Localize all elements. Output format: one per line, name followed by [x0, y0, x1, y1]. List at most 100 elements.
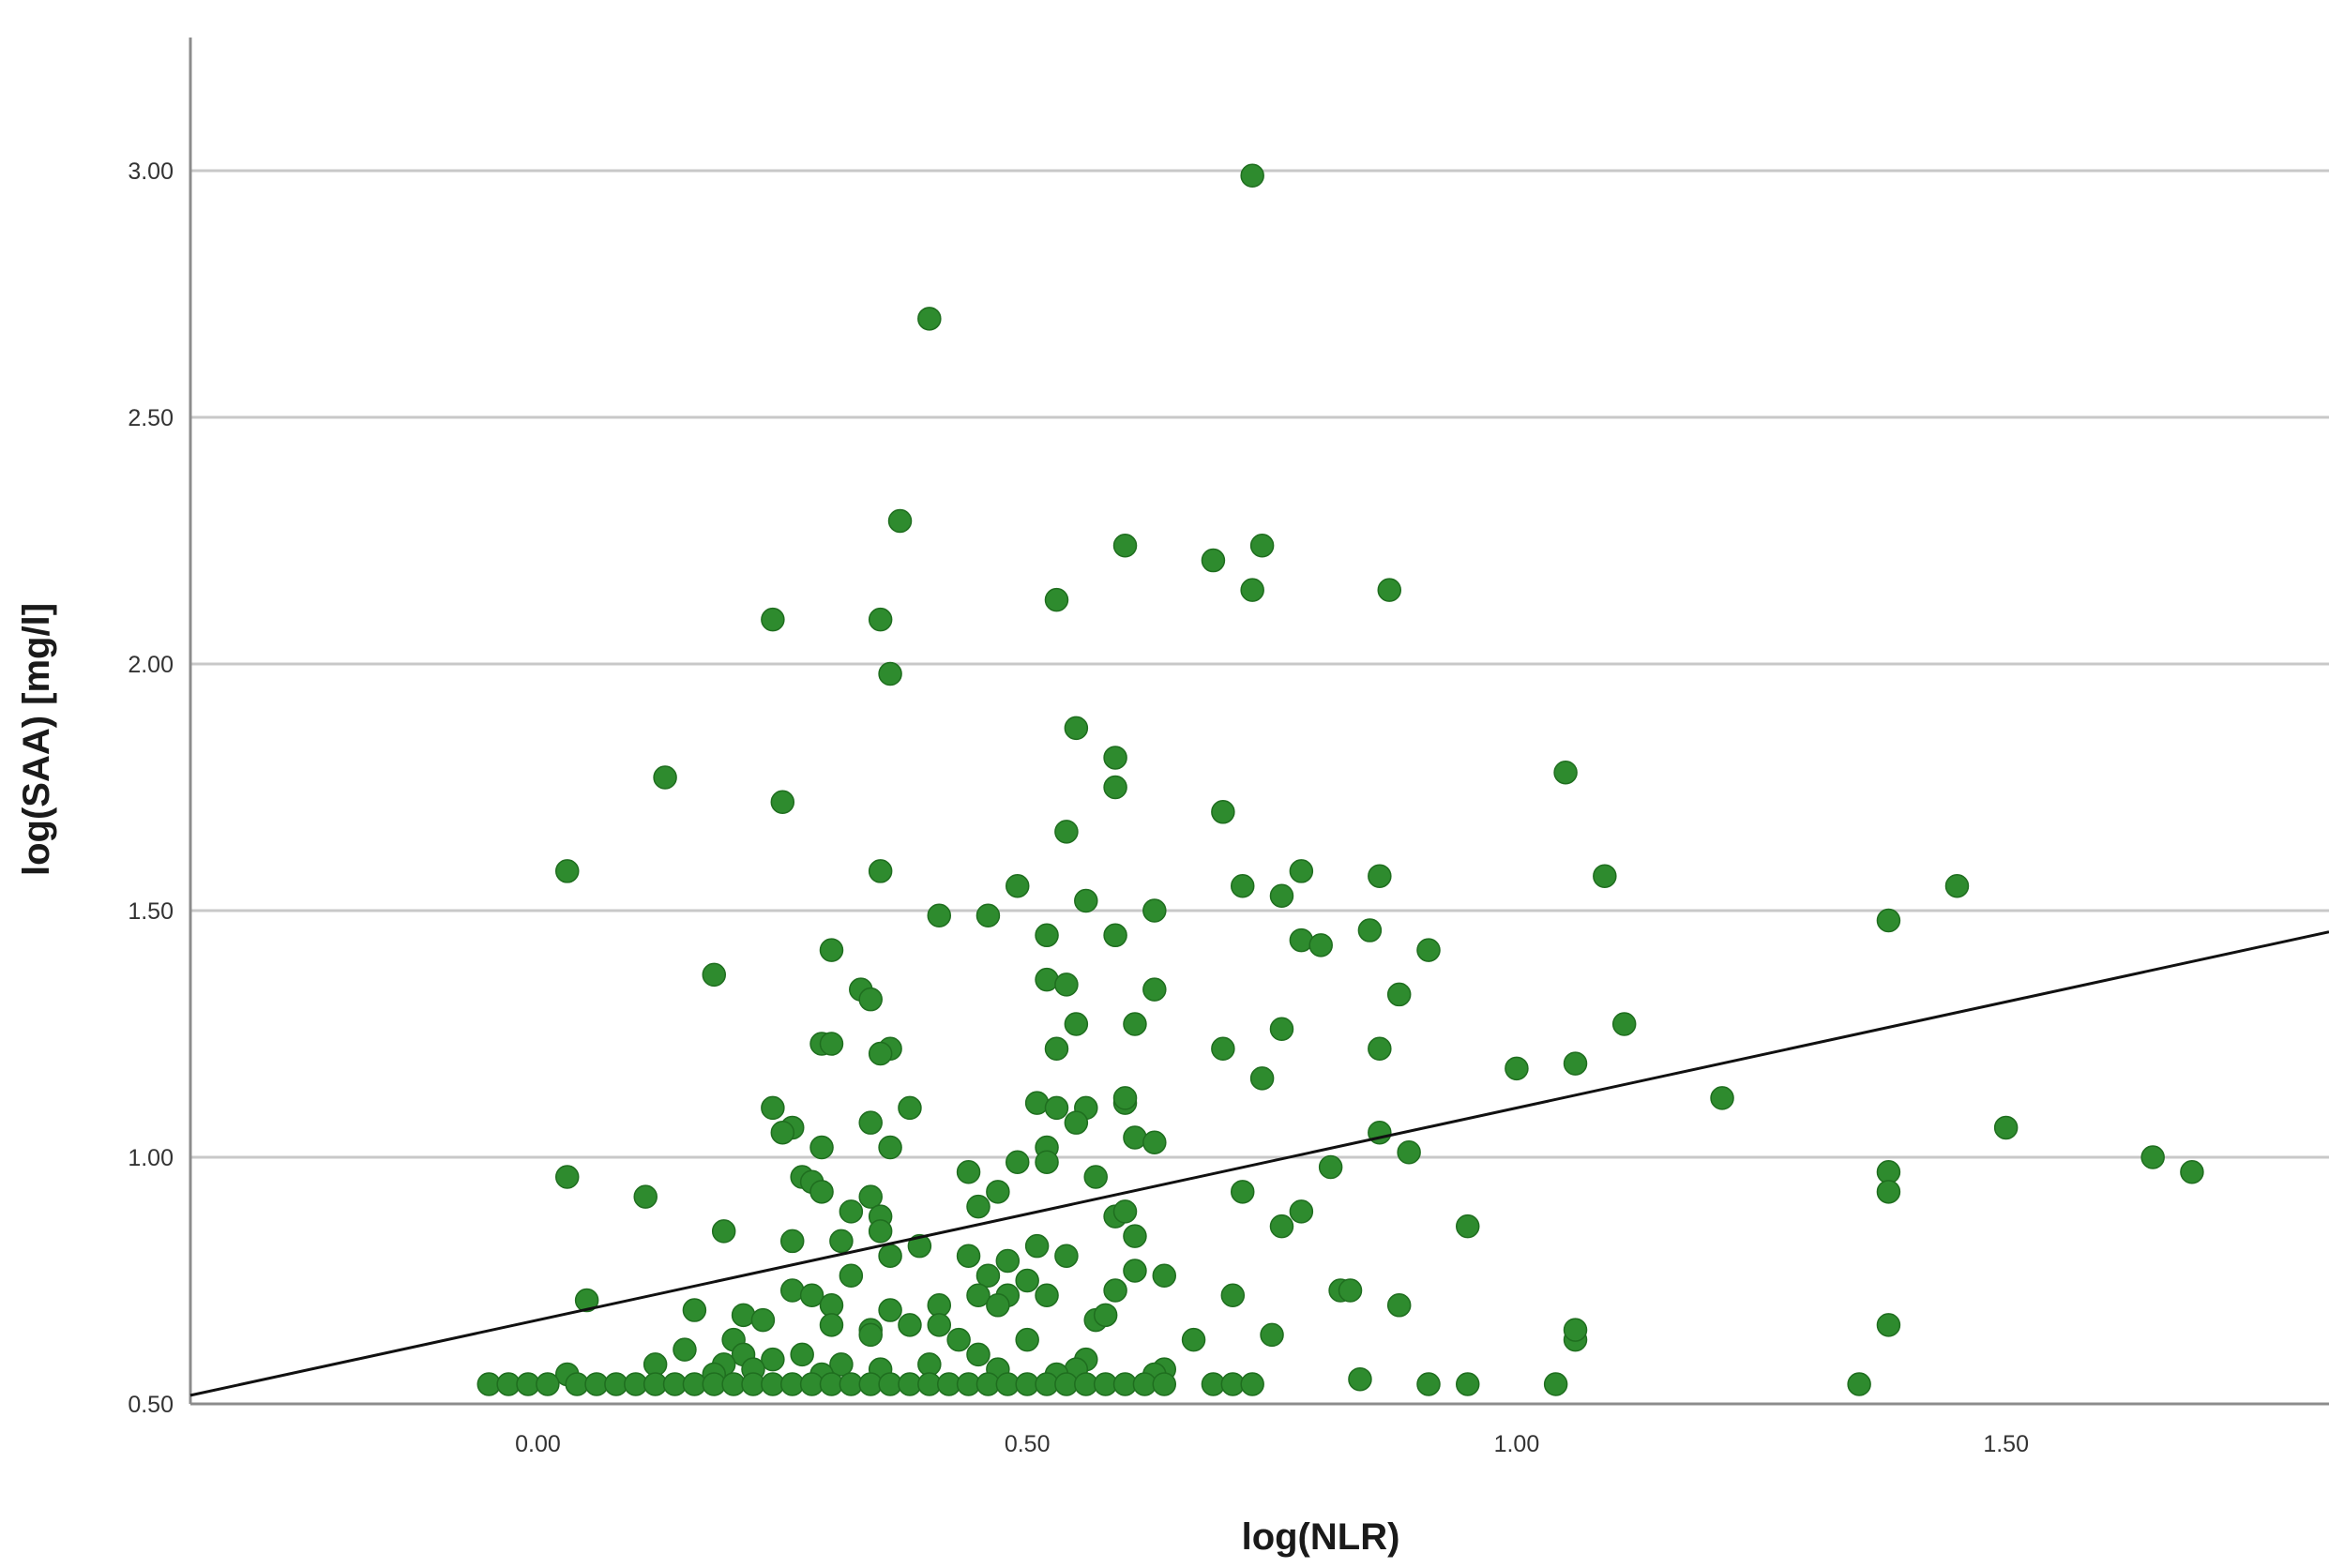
data-point [1054, 1244, 1079, 1268]
data-point [1289, 1199, 1314, 1224]
y-tick-label: 2.50 [128, 405, 174, 431]
data-point [1035, 1283, 1059, 1308]
data-point [819, 938, 844, 962]
data-point [1240, 163, 1264, 188]
data-point [1112, 1199, 1138, 1224]
data-point [1142, 898, 1167, 923]
data-point [1064, 716, 1089, 741]
data-point [731, 1303, 756, 1328]
data-point [574, 1288, 599, 1313]
data-point [1152, 1263, 1177, 1288]
data-point [1103, 1278, 1127, 1303]
data-point [1054, 972, 1079, 997]
data-point [878, 661, 902, 686]
data-point [898, 1313, 922, 1337]
data-point [1386, 982, 1412, 1007]
data-point [1386, 1293, 1412, 1318]
data-point [1269, 883, 1294, 908]
data-point [1944, 873, 1970, 898]
data-point [1240, 578, 1264, 602]
data-point [1024, 1091, 1050, 1115]
data-point [868, 1219, 893, 1244]
y-tick-label: 1.00 [128, 1145, 174, 1171]
data-point [986, 1293, 1010, 1318]
data-point [868, 607, 893, 632]
y-tick-label: 1.50 [128, 898, 174, 925]
data-point [1357, 918, 1383, 942]
data-point [878, 1135, 902, 1160]
data-point [1847, 1372, 1871, 1396]
data-point [799, 1283, 824, 1308]
data-point [1269, 1214, 1294, 1239]
data-point [1260, 1322, 1284, 1348]
data-point [1249, 534, 1275, 558]
data-point [898, 1095, 922, 1121]
data-point [770, 790, 795, 815]
x-tick-label: 1.50 [1983, 1431, 2029, 1457]
data-point [1181, 1327, 1206, 1352]
data-point [1368, 864, 1392, 888]
data-point [1563, 1318, 1588, 1342]
data-point [858, 987, 883, 1012]
data-point [1123, 1259, 1147, 1283]
data-point [633, 1184, 658, 1209]
data-point [995, 1248, 1021, 1274]
data-point [1103, 746, 1127, 770]
y-tick-label: 3.00 [128, 158, 174, 185]
data-point [1416, 938, 1441, 962]
data-point [975, 1263, 1001, 1288]
data-point [839, 1263, 864, 1288]
data-point [1112, 534, 1138, 558]
data-point [1211, 1036, 1235, 1062]
data-point [1123, 1012, 1147, 1036]
data-point [1338, 1278, 1363, 1303]
data-point [761, 1347, 785, 1372]
data-point [1035, 923, 1059, 948]
data-point [809, 1180, 834, 1204]
data-point [878, 1298, 902, 1322]
data-point [829, 1352, 854, 1377]
data-point [1152, 1372, 1177, 1396]
data-points [476, 163, 2204, 1396]
data-point [536, 1372, 560, 1396]
data-point [750, 1307, 776, 1333]
data-point [1103, 775, 1127, 800]
data-point [761, 1095, 785, 1121]
data-point [1201, 548, 1226, 573]
data-point [829, 1229, 854, 1254]
data-point [1123, 1224, 1147, 1248]
data-point [1005, 873, 1030, 898]
data-point [1455, 1214, 1480, 1239]
data-point [1269, 1017, 1294, 1041]
data-point [887, 508, 913, 534]
x-tick-label: 0.00 [515, 1431, 561, 1457]
data-point [956, 1160, 981, 1184]
data-point [1230, 873, 1255, 898]
data-point [653, 765, 677, 790]
x-tick-label: 1.00 [1494, 1431, 1540, 1457]
x-tick-labels: 0.00 0.50 1.00 1.50 [515, 1431, 2029, 1457]
data-point [986, 1180, 1010, 1204]
data-point [2180, 1160, 2204, 1184]
data-point [927, 1313, 952, 1337]
data-point [1593, 864, 1617, 888]
data-point [1455, 1372, 1480, 1396]
data-point [673, 1337, 697, 1362]
data-point [1054, 820, 1079, 844]
data-point [779, 1229, 805, 1254]
data-point [1103, 923, 1127, 948]
y-tick-label: 2.00 [128, 652, 174, 678]
data-point [1543, 1372, 1568, 1396]
data-point [1289, 859, 1314, 883]
data-point [1142, 977, 1167, 1002]
data-point [1142, 1130, 1167, 1154]
data-point [946, 1327, 971, 1352]
data-point [819, 1032, 844, 1056]
data-point [779, 1278, 805, 1303]
data-point [839, 1199, 864, 1224]
data-point [1876, 908, 1901, 933]
data-point [1024, 1233, 1050, 1259]
data-point [1348, 1366, 1372, 1392]
